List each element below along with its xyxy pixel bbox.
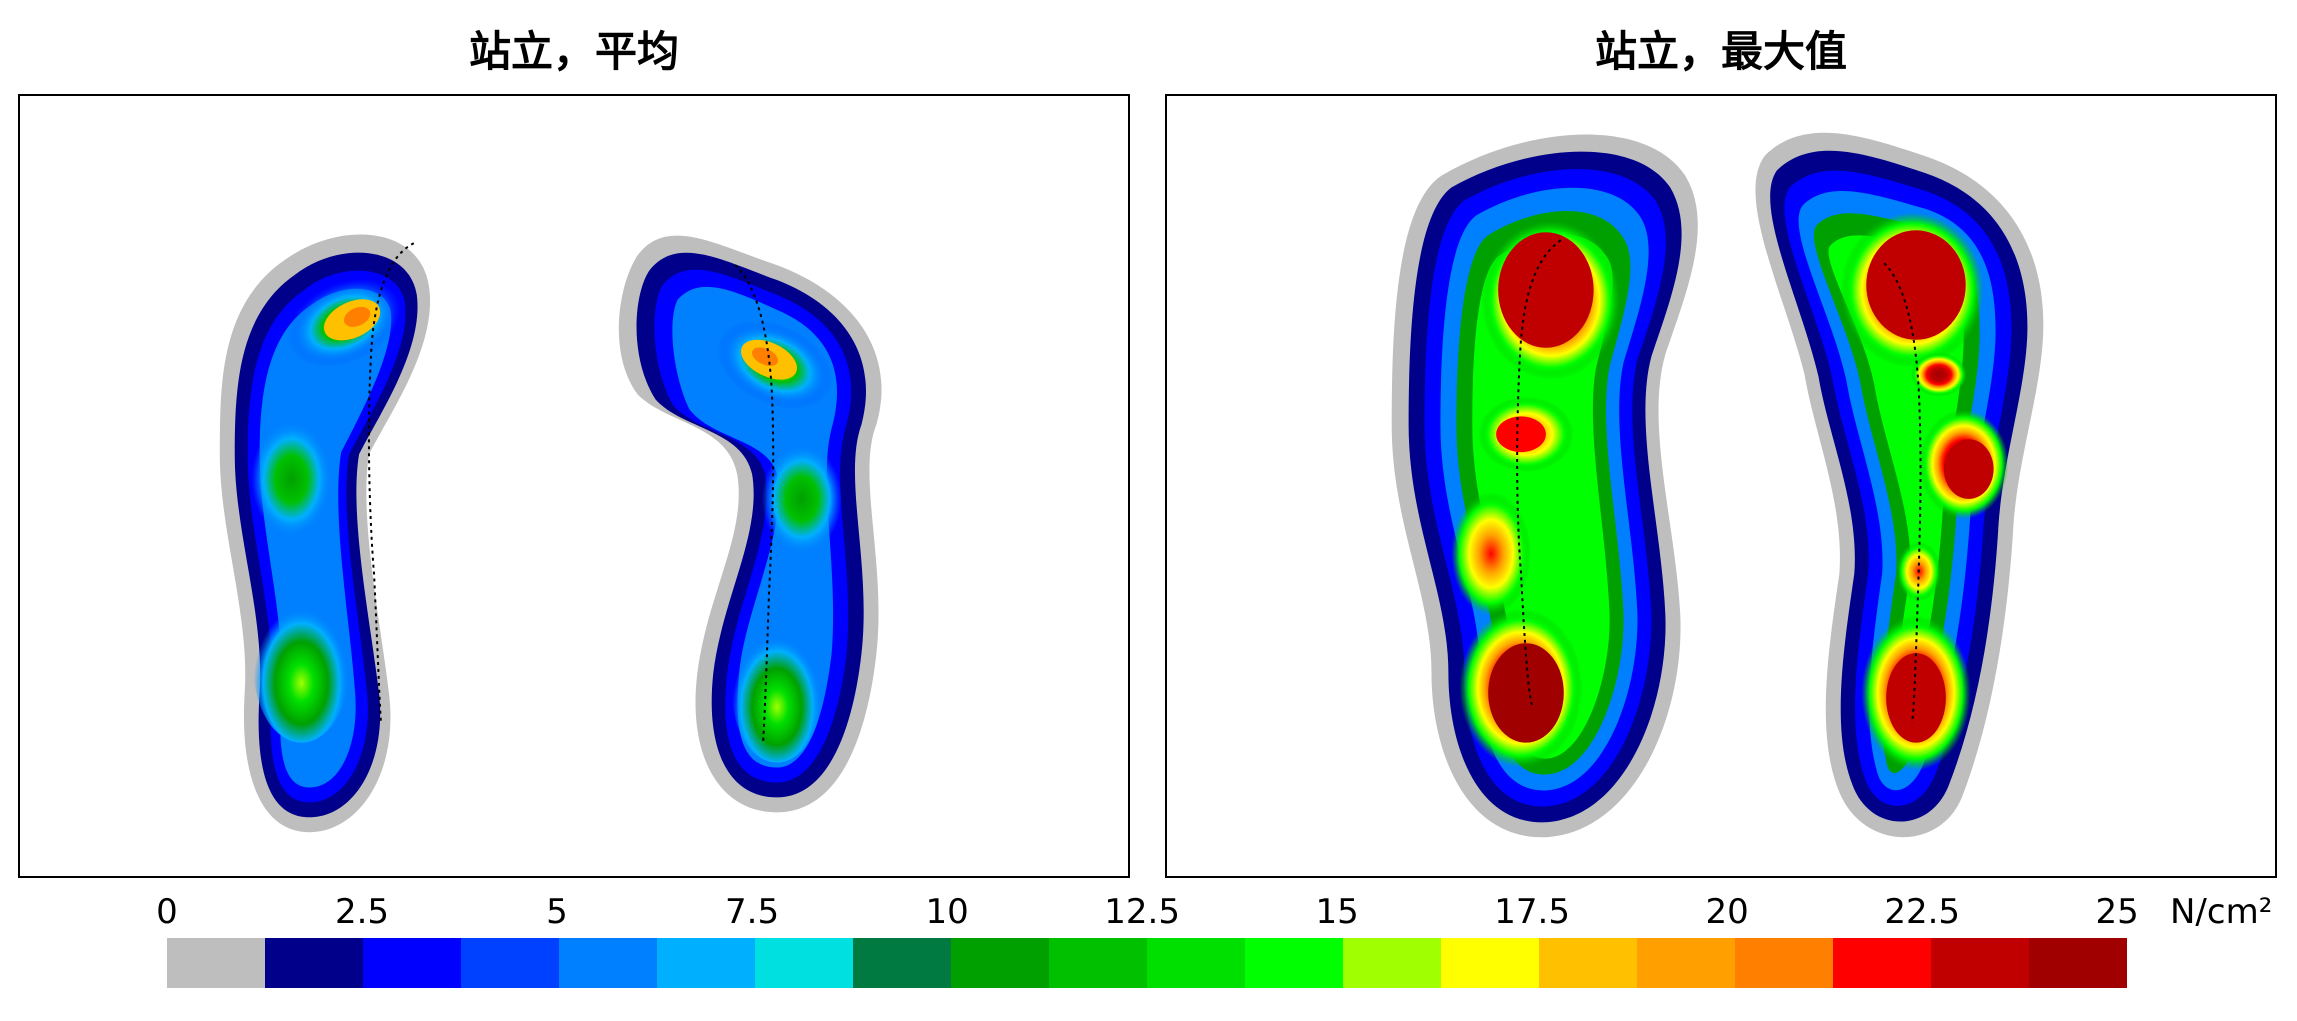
colorbar-swatch xyxy=(363,938,462,988)
colorbar-swatch xyxy=(1147,938,1246,988)
colorbar-swatch xyxy=(265,938,364,988)
colorbar-tick-labels: 0 2.5 5 7.5 10 12.5 15 17.5 20 22.5 25 xyxy=(0,890,2297,934)
colorbar-swatch xyxy=(559,938,658,988)
colorbar-swatch xyxy=(853,938,952,988)
colorbar-swatch xyxy=(1931,938,2030,988)
colorbar-tick-label: 22.5 xyxy=(1884,892,1961,932)
colorbar-swatch xyxy=(1833,938,1932,988)
colorbar-swatch xyxy=(1441,938,1540,988)
heatmap-maximum-svg xyxy=(1391,132,2044,838)
colorbar-swatch xyxy=(1343,938,1442,988)
colorbar-swatch xyxy=(1245,938,1344,988)
chart-title-maximum: 站立，最大值 xyxy=(1594,27,1847,76)
right-foot-maximum xyxy=(1755,132,2044,838)
colorbar-tick-label: 7.5 xyxy=(725,892,780,932)
colorbar-tick-label: 17.5 xyxy=(1494,892,1570,932)
colorbar xyxy=(167,938,2127,988)
colorbar-swatch xyxy=(461,938,560,988)
colorbar-tick-label: 25 xyxy=(2095,892,2139,932)
colorbar-tick-label: 20 xyxy=(1705,892,1749,932)
colorbar-tick-label: 15 xyxy=(1315,892,1359,932)
left-foot-average xyxy=(219,234,431,833)
colorbar-swatch xyxy=(1637,938,1736,988)
left-foot-maximum xyxy=(1391,134,1698,838)
colorbar-tick-label: 12.5 xyxy=(1104,892,1180,932)
colorbar-swatch xyxy=(1049,938,1148,988)
colorbar-swatch xyxy=(1539,938,1638,988)
heatmap-panel-maximum xyxy=(1165,94,2277,878)
chart-title-average: 站立，平均 xyxy=(468,27,679,76)
heatmap-average-svg xyxy=(219,234,882,833)
right-foot-average xyxy=(618,235,882,813)
colorbar-swatch xyxy=(1735,938,1834,988)
colorbar-tick-label: 2.5 xyxy=(334,892,390,932)
colorbar-tick-label: 10 xyxy=(925,892,969,932)
colorbar-swatch xyxy=(755,938,854,988)
colorbar-tick-label: 5 xyxy=(546,892,568,932)
colorbar-swatch xyxy=(657,938,756,988)
colorbar-swatch xyxy=(951,938,1050,988)
colorbar-tick-label: 0 xyxy=(156,892,178,932)
colorbar-swatch xyxy=(2029,938,2127,988)
heatmap-panel-average xyxy=(18,94,1130,878)
cop-trajectory-maximum xyxy=(1516,239,1922,723)
colorbar-swatch xyxy=(167,938,266,988)
colorbar-unit-label: N/cm² xyxy=(2170,892,2273,932)
cop-trajectory-average xyxy=(367,242,775,743)
